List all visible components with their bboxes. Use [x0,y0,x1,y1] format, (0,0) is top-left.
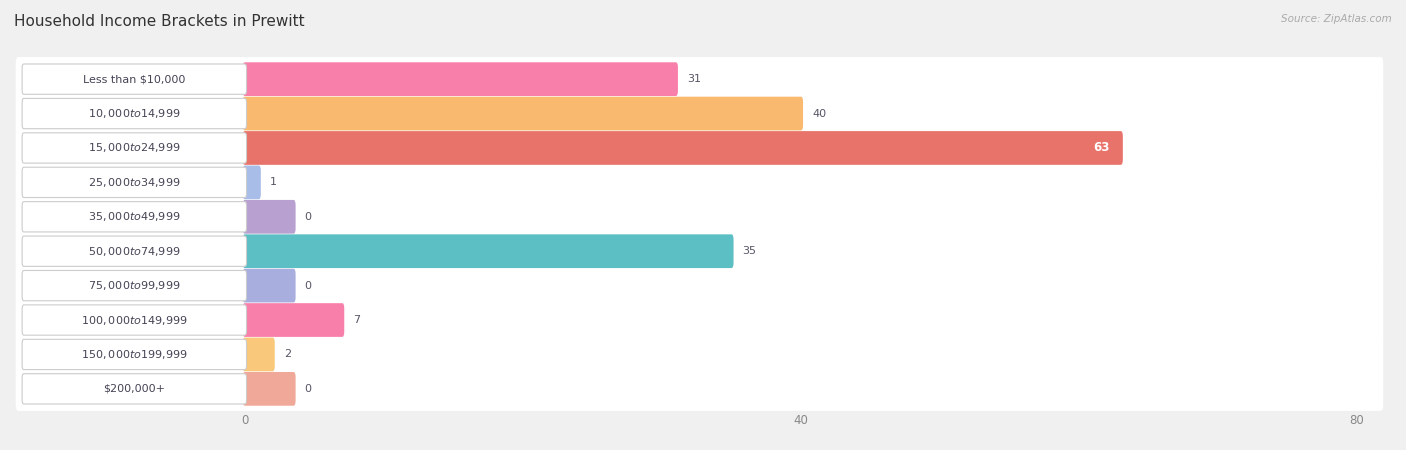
Text: Less than $10,000: Less than $10,000 [83,74,186,84]
FancyBboxPatch shape [15,298,1384,342]
Text: $10,000 to $14,999: $10,000 to $14,999 [89,107,180,120]
FancyBboxPatch shape [15,126,1384,170]
FancyBboxPatch shape [15,333,1384,377]
Text: 31: 31 [688,74,702,84]
FancyBboxPatch shape [243,338,274,371]
Text: $150,000 to $199,999: $150,000 to $199,999 [82,348,187,361]
FancyBboxPatch shape [243,62,678,96]
Text: $15,000 to $24,999: $15,000 to $24,999 [89,141,180,154]
FancyBboxPatch shape [15,195,1384,239]
FancyBboxPatch shape [243,269,295,302]
Text: $100,000 to $149,999: $100,000 to $149,999 [82,314,187,327]
FancyBboxPatch shape [22,99,246,129]
FancyBboxPatch shape [22,374,246,404]
Text: $200,000+: $200,000+ [103,384,166,394]
FancyBboxPatch shape [243,372,295,406]
Text: $50,000 to $74,999: $50,000 to $74,999 [89,245,180,258]
FancyBboxPatch shape [22,236,246,266]
Text: 1: 1 [270,177,277,187]
FancyBboxPatch shape [15,367,1384,411]
Text: $75,000 to $99,999: $75,000 to $99,999 [89,279,180,292]
FancyBboxPatch shape [22,64,246,94]
Text: Source: ZipAtlas.com: Source: ZipAtlas.com [1281,14,1392,23]
Text: 35: 35 [742,246,756,256]
Text: $25,000 to $34,999: $25,000 to $34,999 [89,176,180,189]
Text: $35,000 to $49,999: $35,000 to $49,999 [89,210,180,223]
Text: Household Income Brackets in Prewitt: Household Income Brackets in Prewitt [14,14,305,28]
Text: 7: 7 [353,315,360,325]
FancyBboxPatch shape [22,305,246,335]
FancyBboxPatch shape [243,131,1123,165]
FancyBboxPatch shape [22,202,246,232]
FancyBboxPatch shape [243,166,262,199]
Text: 63: 63 [1094,141,1109,154]
FancyBboxPatch shape [22,270,246,301]
FancyBboxPatch shape [15,229,1384,273]
FancyBboxPatch shape [243,97,803,130]
FancyBboxPatch shape [22,167,246,198]
FancyBboxPatch shape [15,57,1384,101]
FancyBboxPatch shape [22,339,246,369]
FancyBboxPatch shape [15,91,1384,135]
FancyBboxPatch shape [243,303,344,337]
FancyBboxPatch shape [243,234,734,268]
Text: 0: 0 [305,212,312,222]
FancyBboxPatch shape [15,264,1384,308]
FancyBboxPatch shape [243,200,295,234]
Text: 0: 0 [305,384,312,394]
Text: 2: 2 [284,350,291,360]
Text: 0: 0 [305,281,312,291]
FancyBboxPatch shape [15,160,1384,204]
FancyBboxPatch shape [22,133,246,163]
Text: 40: 40 [813,108,827,118]
